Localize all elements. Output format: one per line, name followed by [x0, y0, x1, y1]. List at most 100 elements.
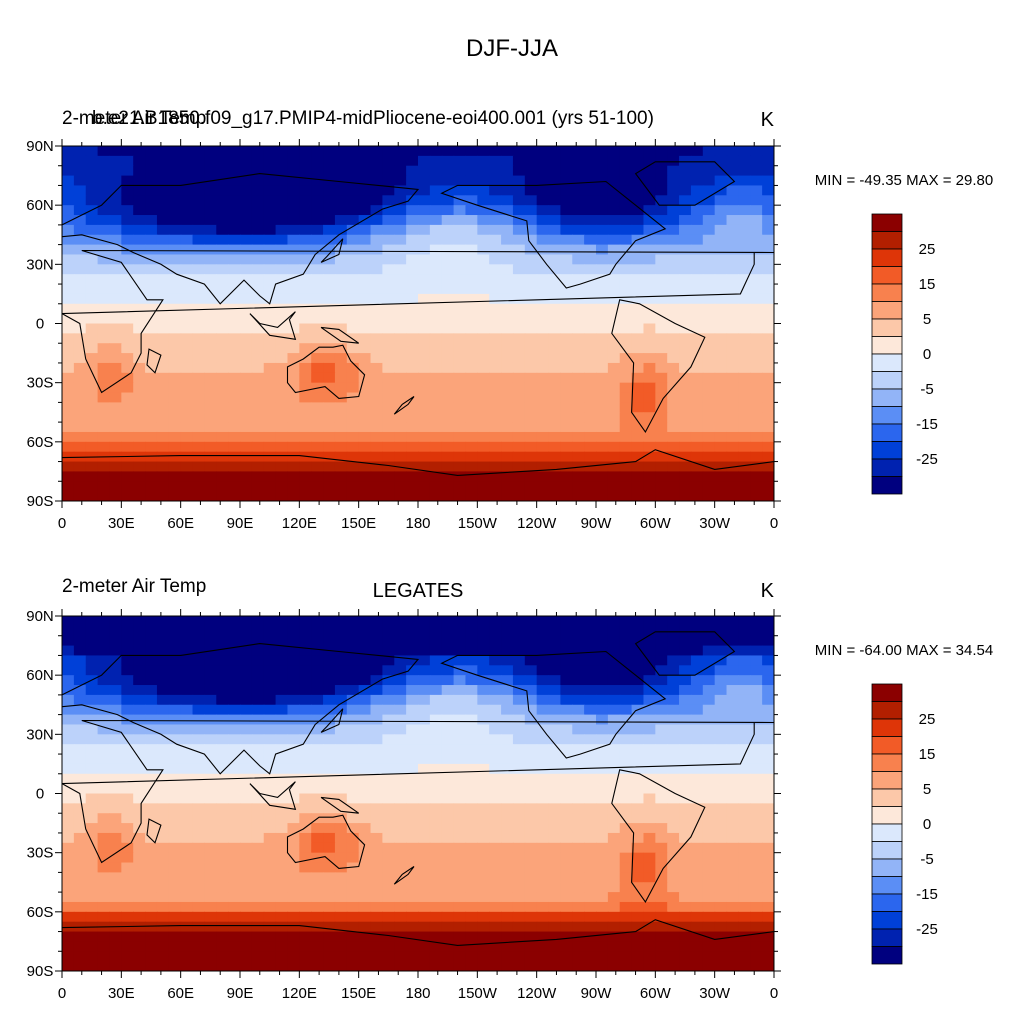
panel-b-variable-title: 2-meter Air Temp	[62, 576, 206, 597]
field-cell	[382, 931, 395, 943]
field-cell	[145, 763, 158, 775]
field-cell	[596, 744, 609, 755]
field-cell	[429, 901, 443, 913]
field-cell	[299, 372, 312, 384]
field-cell	[228, 675, 241, 686]
field-cell	[311, 754, 324, 765]
field-cell	[216, 803, 229, 814]
field-cell	[85, 461, 99, 473]
field-cell	[418, 625, 431, 637]
field-cell	[263, 333, 277, 344]
field-cell	[679, 803, 692, 814]
field-cell	[441, 234, 455, 246]
field-cell	[334, 645, 348, 657]
field-cell	[370, 422, 383, 433]
field-cell	[156, 714, 170, 726]
field-cell	[346, 353, 360, 364]
field-cell	[584, 704, 597, 716]
field-cell	[750, 402, 763, 413]
field-cell	[690, 185, 704, 196]
field-cell	[370, 155, 383, 167]
field-cell	[690, 471, 704, 482]
field-cell	[418, 215, 431, 226]
field-cell	[156, 195, 170, 206]
field-cell	[251, 323, 265, 334]
field-cell	[85, 165, 99, 177]
field-cell	[418, 146, 431, 157]
field-cell	[489, 313, 502, 325]
field-cell	[726, 823, 739, 834]
field-cell	[607, 714, 621, 726]
field-cell	[418, 441, 431, 453]
field-cell	[429, 372, 443, 384]
field-cell	[216, 635, 229, 647]
field-cell	[477, 763, 490, 775]
field-cell	[607, 665, 621, 676]
field-cell	[762, 451, 774, 463]
field-cell	[714, 205, 728, 216]
field-cell	[465, 274, 478, 285]
field-cell	[73, 823, 87, 834]
field-cell	[121, 892, 134, 903]
field-cell	[489, 333, 502, 344]
field-cell	[311, 195, 324, 206]
field-cell	[619, 694, 633, 706]
field-cell	[228, 323, 241, 334]
field-cell	[85, 293, 99, 305]
field-cell	[275, 323, 289, 334]
field-cell	[168, 961, 182, 971]
field-cell	[145, 862, 158, 873]
field-cell	[477, 224, 490, 236]
field-cell	[690, 783, 704, 795]
field-cell	[85, 441, 99, 453]
field-cell	[584, 195, 597, 206]
field-cell	[572, 655, 585, 666]
field-cell	[145, 813, 158, 824]
field-cell	[168, 185, 182, 196]
field-cell	[97, 625, 111, 637]
field-cell	[477, 451, 490, 463]
field-cell	[145, 185, 158, 196]
field-cell	[714, 645, 728, 657]
field-cell	[323, 362, 336, 374]
field-cell	[275, 471, 289, 482]
field-cell	[73, 412, 87, 423]
field-cell	[631, 625, 645, 637]
field-cell	[97, 714, 111, 726]
field-cell	[631, 471, 645, 482]
field-cell	[750, 813, 763, 824]
field-cell	[180, 921, 194, 933]
field-cell	[619, 402, 633, 413]
field-cell	[394, 882, 407, 893]
field-cell	[441, 471, 455, 482]
field-cell	[643, 205, 656, 216]
field-cell	[73, 783, 87, 795]
field-cell	[156, 293, 170, 305]
field-cell	[524, 234, 538, 246]
field-cell	[156, 892, 170, 903]
field-cell	[109, 333, 122, 344]
field-cell	[346, 215, 360, 226]
field-cell	[394, 901, 407, 913]
field-cell	[287, 911, 300, 923]
field-cell	[216, 665, 229, 676]
field-cell	[643, 155, 656, 167]
field-cell	[73, 852, 87, 864]
field-cell	[311, 832, 324, 844]
field-cell	[311, 655, 324, 666]
field-cell	[512, 441, 526, 453]
field-cell	[643, 862, 656, 873]
field-cell	[631, 244, 645, 256]
colorbar-label: 25	[919, 241, 936, 258]
field-cell	[690, 803, 704, 814]
field-cell	[156, 441, 170, 453]
field-cell	[121, 323, 134, 334]
field-cell	[690, 195, 704, 206]
field-cell	[714, 675, 728, 686]
field-cell	[477, 303, 490, 315]
field-cell	[750, 491, 763, 501]
field-cell	[465, 951, 478, 962]
field-cell	[370, 783, 383, 795]
field-cell	[512, 412, 526, 423]
field-cell	[643, 293, 656, 305]
